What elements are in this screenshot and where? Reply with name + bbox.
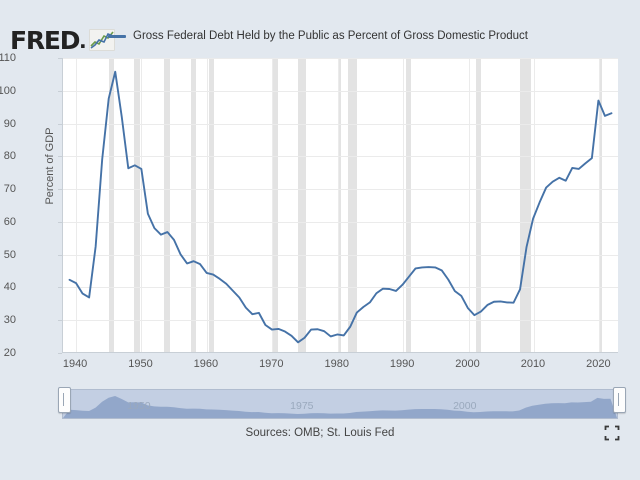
mini-line-chart-icon	[89, 28, 116, 51]
y-axis-tick-label: 40	[3, 281, 16, 294]
recession-band	[337, 58, 341, 352]
legend-color-swatch	[108, 34, 126, 38]
y-axis-tick-label: 90	[3, 117, 16, 130]
fred-logo-text: FRED	[10, 26, 81, 55]
recession-band	[109, 58, 115, 352]
grid-line-vertical	[272, 58, 274, 352]
recession-band	[520, 58, 531, 352]
grid-line-horizontal	[63, 90, 618, 92]
y-axis-tick-mark	[58, 254, 62, 256]
range-end-handle[interactable]	[613, 387, 626, 413]
date-range-slider[interactable]: 1950 1975 2000	[58, 387, 626, 419]
x-axis-tick-label: 1940	[62, 358, 88, 370]
range-start-handle[interactable]	[58, 387, 71, 413]
recession-band	[600, 58, 603, 352]
recession-band	[208, 58, 215, 352]
grid-line-vertical	[468, 58, 470, 352]
slider-tick-label: 1950	[127, 400, 151, 412]
recession-band	[134, 58, 141, 352]
grid-line-horizontal	[63, 156, 618, 158]
y-axis-tick-mark	[58, 353, 62, 354]
slider-tick-label: 1975	[290, 400, 314, 412]
grid-line-horizontal	[63, 254, 618, 256]
x-axis-tick-label: 2010	[520, 358, 546, 370]
data-series-line	[68, 70, 613, 344]
grid-line-horizontal	[63, 58, 618, 59]
y-axis-tick-label: 60	[3, 215, 16, 228]
y-axis-tick-mark	[58, 287, 62, 289]
recession-band	[297, 58, 307, 352]
y-axis-tick-mark	[58, 221, 62, 223]
grid-line-horizontal	[63, 123, 618, 125]
x-axis-tick-label: 1970	[259, 358, 284, 370]
slider-tick-label: 2000	[453, 400, 477, 412]
x-axis-tick-label: 1980	[324, 358, 349, 370]
y-axis-title: Percent of GDP	[44, 127, 56, 205]
y-axis-tick-label: 30	[3, 314, 16, 327]
grid-line-vertical	[337, 58, 339, 352]
y-axis-tick-label: 50	[3, 248, 16, 261]
y-axis-tick-label: 20	[3, 347, 16, 359]
grid-line-horizontal	[63, 221, 618, 223]
recession-band	[271, 58, 279, 352]
plot-canvas	[62, 58, 618, 353]
y-axis-tick-mark	[58, 156, 62, 158]
recession-band	[347, 58, 357, 352]
y-axis-tick-mark	[58, 320, 62, 322]
y-axis-tick-label: 110	[0, 52, 16, 64]
grid-line-vertical	[76, 58, 78, 352]
grid-line-vertical	[206, 58, 208, 352]
grid-line-horizontal	[63, 189, 618, 191]
y-axis-tick-label: 80	[3, 150, 16, 163]
y-axis-tick-mark	[58, 189, 62, 191]
recession-band	[406, 58, 411, 352]
legend-series-label: Gross Federal Debt Held by the Public as…	[133, 30, 528, 42]
chart-legend[interactable]: Gross Federal Debt Held by the Public as…	[108, 30, 528, 42]
recession-band	[191, 58, 196, 352]
x-axis-tick-label: 1990	[389, 358, 415, 370]
y-axis-tick-mark	[58, 123, 62, 125]
fullscreen-expand-icon[interactable]	[604, 425, 620, 441]
y-axis-tick-mark	[58, 58, 62, 59]
grid-line-horizontal	[63, 320, 618, 322]
grid-line-horizontal	[63, 287, 618, 289]
recession-band	[476, 58, 481, 352]
fred-logo-dot: .	[79, 26, 87, 54]
y-axis-tick-mark	[58, 90, 62, 92]
plot-area[interactable]	[62, 58, 618, 353]
grid-line-vertical	[599, 58, 601, 352]
grid-line-vertical	[403, 58, 405, 352]
sources-text: Sources: OMB; St. Louis Fed	[245, 427, 395, 439]
grid-line-vertical	[533, 58, 535, 352]
y-axis-tick-label: 100	[0, 84, 16, 97]
fred-logo[interactable]: FRED .	[10, 26, 116, 55]
x-axis-tick-label: 1960	[193, 358, 219, 370]
y-axis-tick-label: 70	[3, 183, 16, 196]
grid-line-vertical	[141, 58, 143, 352]
slider-minimap	[63, 396, 617, 418]
slider-preview-area	[63, 390, 617, 418]
chart-header: FRED . Gross Federal Debt Held by the Pu…	[0, 24, 640, 54]
recession-band	[164, 58, 171, 352]
x-axis-tick-label: 2000	[455, 358, 480, 370]
x-axis-tick-label: 2020	[586, 358, 611, 370]
x-axis-tick-label: 1950	[128, 358, 153, 370]
